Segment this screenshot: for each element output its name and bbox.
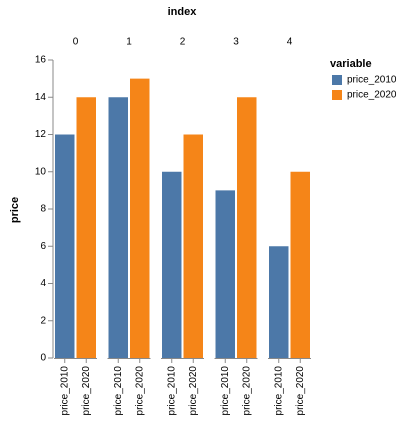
bar [237, 97, 257, 358]
y-tick-label: 16 [35, 55, 47, 66]
legend-swatch [332, 90, 342, 100]
x-tick-label: price_2020 [241, 366, 252, 416]
y-axis-title: price [9, 197, 21, 223]
facet-label: 0 [73, 37, 79, 48]
bar [162, 171, 182, 358]
facet-title: index [168, 6, 198, 18]
x-tick-label: price_2020 [188, 366, 199, 416]
facet-label: 1 [126, 37, 132, 48]
bar [130, 78, 150, 358]
bar [76, 97, 96, 358]
x-tick-label: price_2020 [134, 366, 145, 416]
facet-label: 3 [233, 37, 239, 48]
y-tick-label: 6 [40, 241, 46, 252]
y-tick-label: 0 [40, 353, 46, 364]
y-tick-label: 10 [35, 166, 47, 177]
legend-swatch [332, 75, 342, 85]
x-tick-label: price_2010 [59, 366, 70, 416]
y-tick-label: 12 [35, 129, 47, 140]
bar [55, 134, 75, 358]
bar [290, 171, 310, 358]
bar [108, 97, 128, 358]
x-tick-label: price_2010 [273, 366, 284, 416]
x-tick-label: price_2010 [113, 366, 124, 416]
facet-label: 2 [180, 37, 186, 48]
x-tick-label: price_2010 [220, 366, 231, 416]
bar [183, 134, 203, 358]
x-tick-label: price_2020 [295, 366, 306, 416]
y-tick-label: 2 [40, 315, 46, 326]
x-tick-label: price_2020 [81, 366, 92, 416]
y-tick-label: 14 [35, 92, 47, 103]
y-tick-label: 8 [40, 204, 46, 215]
x-tick-label: price_2010 [166, 366, 177, 416]
legend-label: price_2020 [347, 90, 397, 101]
bar [269, 246, 289, 358]
bar [215, 190, 235, 358]
y-tick-label: 4 [40, 278, 46, 289]
legend-label: price_2010 [347, 75, 397, 86]
legend-title: variable [330, 58, 372, 70]
facet-label: 4 [287, 37, 293, 48]
